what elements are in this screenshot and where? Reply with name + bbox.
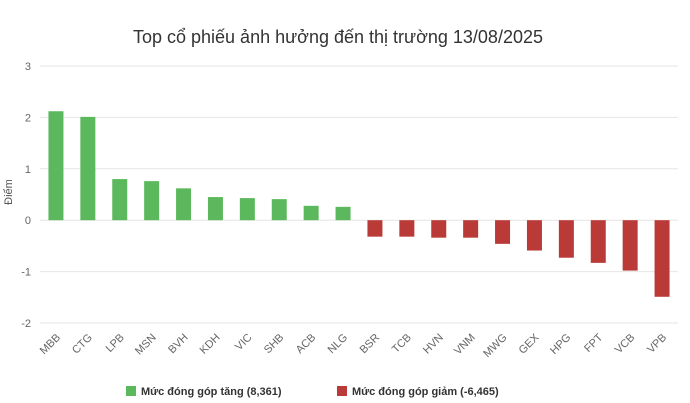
- bar-gex: [526, 220, 542, 251]
- chart-title: Top cổ phiếu ảnh hưởng đến thị trường 13…: [133, 27, 543, 47]
- y-axis-ticks: 3 2 1 0 -1 -2: [21, 61, 31, 330]
- x-tick-label: LPB: [104, 332, 127, 355]
- y-tick-label: 0: [25, 215, 31, 227]
- x-tick-label: ACB: [294, 332, 318, 356]
- x-tick-label: GEX: [517, 331, 542, 356]
- bar-acb: [303, 205, 319, 221]
- bar-vnm: [463, 220, 479, 238]
- legend: Mức đóng góp tăng (8,361) Mức đóng góp gi…: [126, 386, 499, 398]
- bar-ctg: [80, 116, 96, 221]
- x-tick-label: MSN: [133, 332, 159, 358]
- x-tick-label: MBB: [38, 332, 63, 357]
- bar-vpb: [654, 220, 670, 297]
- legend-label: Mức đóng góp tăng (8,361): [141, 386, 282, 398]
- y-axis-label: Điểm: [3, 179, 15, 205]
- x-tick-label: FPT: [582, 331, 605, 354]
- x-tick-label: HVN: [421, 332, 446, 357]
- x-tick-label: SHB: [262, 332, 286, 356]
- x-tick-label: NLG: [326, 332, 350, 356]
- bar-hpg: [558, 220, 574, 258]
- bar-vcb: [622, 220, 638, 271]
- x-tick-label: VNM: [452, 332, 478, 358]
- x-tick-label: HPG: [548, 332, 573, 357]
- x-tick-label: BSR: [358, 332, 383, 357]
- y-tick-label: 3: [25, 61, 31, 73]
- bar-fpt: [590, 220, 606, 263]
- bar-bsr: [367, 220, 383, 237]
- bar-shb: [271, 199, 287, 221]
- x-tick-label: MWG: [481, 332, 509, 360]
- bar-tcb: [399, 220, 415, 237]
- x-tick-label: KDH: [198, 332, 223, 357]
- x-tick-label: CTG: [70, 332, 95, 357]
- x-tick-label: VCB: [613, 332, 637, 356]
- legend-swatch: [337, 386, 347, 396]
- y-tick-label: 1: [25, 164, 31, 176]
- grid-lines: [40, 65, 678, 324]
- bar-bvh: [176, 188, 192, 221]
- bars: [48, 111, 670, 297]
- legend-swatch: [126, 386, 136, 396]
- bar-nlg: [335, 206, 351, 221]
- legend-label: Mức đóng góp giảm (-6,465): [352, 386, 499, 398]
- bar-msn: [144, 181, 160, 221]
- y-tick-label: -1: [21, 267, 31, 279]
- bar-mwg: [495, 220, 511, 244]
- bar-vic: [239, 198, 255, 221]
- x-tick-label: BVH: [166, 332, 191, 357]
- y-tick-label: -2: [21, 318, 31, 330]
- bar-lpb: [112, 179, 128, 221]
- bar-kdh: [207, 197, 223, 221]
- x-tick-label: VPB: [645, 332, 669, 356]
- y-tick-label: 2: [25, 112, 31, 124]
- x-tick-label: VIC: [233, 332, 254, 353]
- bar-hvn: [431, 220, 447, 238]
- x-tick-label: TCB: [390, 332, 414, 356]
- bar-mbb: [48, 111, 64, 221]
- x-axis-ticks: MBB CTG LPB MSN BVH KDH VIC SHB ACB NLG BSR TCB HVN V…: [38, 331, 669, 360]
